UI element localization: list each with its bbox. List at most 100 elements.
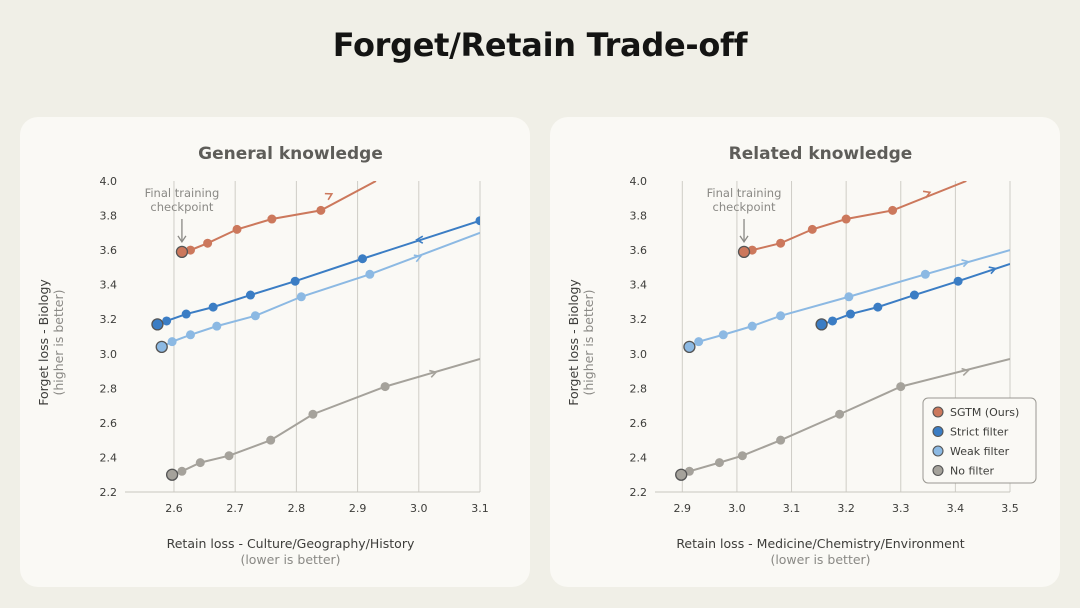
series-sgtm-ours [181, 181, 377, 255]
x-axis-note: (lower is better) [240, 552, 340, 567]
x-axis-label: Retain loss - Medicine/Chemistry/Environ… [676, 536, 964, 551]
data-point [841, 214, 851, 224]
data-point [714, 458, 724, 468]
direction-arrow [415, 235, 424, 244]
direction-arrow [961, 259, 970, 268]
data-point [224, 451, 234, 461]
series-no-filter [680, 357, 1010, 476]
data-point [737, 451, 747, 461]
data-point [357, 254, 367, 264]
y-tick-label: 3.6 [100, 244, 118, 257]
data-point [747, 321, 757, 331]
y-tick-label: 3.4 [100, 279, 118, 292]
legend-marker [932, 406, 944, 418]
data-point [266, 435, 276, 445]
x-tick-label: 2.7 [226, 502, 244, 515]
legend-label: SGTM (Ours) [950, 406, 1019, 419]
data-point [920, 269, 930, 279]
x-tick-label: 3.2 [837, 502, 855, 515]
data-point [203, 238, 213, 248]
annotation-text: Final training [707, 186, 782, 200]
y-tick-label: 3.0 [100, 348, 118, 361]
checkpoint-point [815, 318, 828, 331]
legend-label: Weak filter [950, 445, 1010, 458]
series-strict-filter [821, 262, 1010, 326]
x-tick-label: 3.1 [783, 502, 801, 515]
legend-box [922, 397, 1037, 484]
data-point [195, 458, 205, 468]
direction-arrow [429, 369, 438, 378]
data-point [828, 316, 837, 326]
data-point [167, 337, 177, 347]
data-point [185, 330, 195, 340]
data-point [888, 205, 898, 215]
x-tick-label: 3.5 [1001, 502, 1019, 515]
data-point [296, 292, 306, 302]
data-point [694, 337, 704, 347]
checkpoint-point [675, 468, 688, 481]
x-tick-label: 3.1 [471, 502, 489, 515]
data-point [846, 309, 856, 319]
series-line [157, 219, 480, 326]
data-point [290, 276, 300, 286]
data-point [308, 409, 318, 419]
data-point [844, 292, 854, 302]
chart-general-knowledge: General knowledge 2.6 2.7 2.8 2.9 3.0 3.1 2.2 2.… [36, 144, 489, 567]
data-point [250, 311, 260, 321]
data-point [776, 238, 786, 248]
y-axis-note: (higher is better) [51, 289, 66, 395]
annotation-text: checkpoint [713, 200, 776, 214]
legend-marker [932, 425, 944, 438]
series-no-filter [171, 358, 480, 476]
y-tick-label: 2.8 [630, 382, 648, 395]
y-tick-label: 3.6 [630, 244, 648, 257]
annotation-arrow-head [739, 235, 749, 244]
annotation-arrow-head [177, 235, 187, 244]
chart-panel-related-knowledge: Related knowledge 2.9 3.0 3.1 3.2 3.3 3.4 3.5 2.… [550, 117, 1060, 587]
y-tick-label: 2.2 [100, 486, 118, 499]
checkpoint-point [175, 245, 189, 258]
y-axis-label-group: Forget loss - Biology (higher is better) [566, 279, 596, 406]
data-point [835, 409, 845, 419]
data-point [267, 214, 277, 224]
data-point [776, 311, 786, 321]
checkpoint-point [151, 318, 164, 331]
y-tick-label: 2.2 [630, 486, 648, 499]
data-point [718, 330, 728, 340]
checkpoint-point [683, 340, 696, 354]
x-tick-label: 2.6 [165, 502, 183, 515]
x-tick-label: 2.9 [674, 502, 692, 515]
x-tick-label: 3.4 [947, 502, 965, 515]
x-tick-label: 2.8 [288, 502, 306, 515]
y-tick-label: 3.8 [630, 210, 648, 223]
data-point [162, 316, 172, 326]
page-title: Forget/Retain Trade-off [332, 26, 748, 64]
checkpoint-point [155, 340, 168, 354]
legend: SGTM (Ours) Strict filter Weak filter No fi… [922, 397, 1037, 484]
chart-title: Related knowledge [729, 144, 913, 164]
data-point [232, 224, 242, 234]
y-tick-label: 4.0 [630, 175, 648, 188]
data-point [896, 382, 906, 392]
chart-panel-general-knowledge: General knowledge 2.6 2.7 2.8 2.9 3.0 3.1 2.2 2.… [20, 117, 530, 587]
series-weak-filter [688, 249, 1010, 348]
annotation-text: Final training [145, 186, 220, 200]
x-axis-label: Retain loss - Culture/Geography/History [167, 536, 415, 551]
direction-arrow [988, 266, 998, 275]
series-weak-filter [161, 231, 480, 348]
data-point [181, 309, 191, 319]
x-tick-label: 3.0 [728, 502, 746, 515]
y-tick-label: 4.0 [100, 175, 118, 188]
legend-label: Strict filter [950, 426, 1009, 439]
chart-related-knowledge: Related knowledge 2.9 3.0 3.1 3.2 3.3 3.4 3.5 2.… [566, 144, 1037, 567]
data-point [953, 276, 963, 286]
series-strict-filter [157, 216, 480, 326]
x-axis-note: (lower is better) [770, 552, 870, 567]
legend-marker [932, 445, 944, 457]
x-tick-label: 2.9 [349, 502, 367, 515]
data-point [316, 205, 326, 215]
chart-title: General knowledge [198, 144, 383, 164]
checkpoint-point [737, 245, 751, 258]
y-axis-label: Forget loss - Biology [566, 279, 581, 406]
data-point [212, 321, 222, 331]
